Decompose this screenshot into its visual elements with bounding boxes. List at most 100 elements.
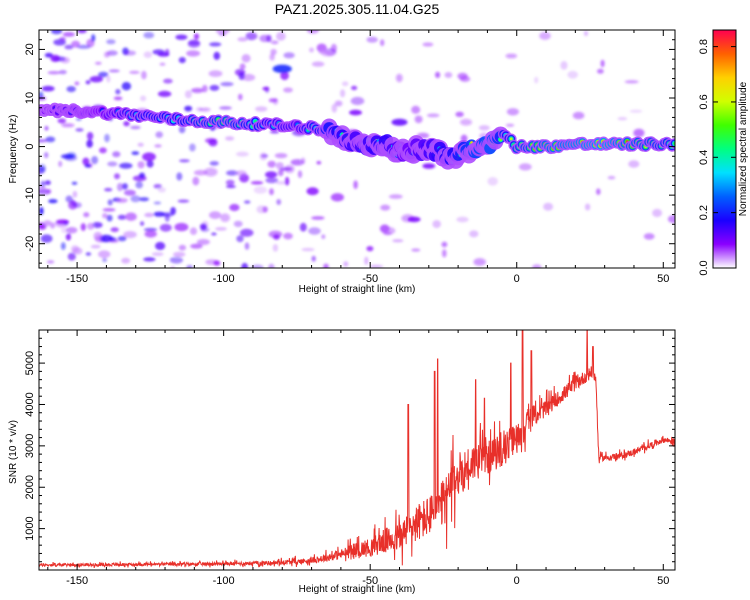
spectrogram-y-axis-label: Frequency (Hz) — [8, 115, 19, 184]
noise-blob — [174, 222, 189, 232]
noise-blob — [460, 118, 472, 126]
noise-blob — [117, 236, 127, 242]
noise-blob — [229, 203, 240, 212]
noise-blob — [600, 59, 605, 68]
noise-blob — [80, 223, 86, 231]
noise-blob — [155, 131, 163, 138]
noise-blob — [209, 211, 222, 220]
noise-blob — [311, 216, 325, 220]
noise-blob — [350, 96, 365, 106]
noise-blob — [198, 107, 211, 112]
noise-blob — [643, 233, 655, 240]
colorbar-tick-label: 0.6 — [698, 94, 710, 109]
spectrogram-x-ticks: -150 -100 -50 0 50 — [47, 30, 669, 285]
noise-blob — [86, 132, 94, 140]
noise-blob — [102, 213, 108, 219]
noise-blob — [121, 257, 131, 264]
noise-blob — [41, 85, 55, 92]
noise-blob — [64, 44, 74, 50]
noise-blob — [226, 170, 238, 176]
colorbar-tick-label: 0.4 — [698, 150, 710, 165]
noise-blob — [259, 152, 268, 161]
noise-blob — [45, 180, 51, 185]
noise-blob — [667, 214, 675, 224]
noise-blob — [86, 139, 93, 148]
noise-blob — [306, 187, 319, 196]
noise-blob — [432, 220, 442, 229]
y-tick-label: 10 — [24, 92, 36, 104]
colorbar-tick-label: 0.8 — [698, 39, 710, 54]
noise-blob — [505, 53, 518, 59]
noise-blob — [50, 54, 61, 63]
noise-blob — [268, 98, 278, 103]
noise-blob — [146, 160, 154, 168]
noise-blob — [40, 234, 53, 243]
x-tick-label: -150 — [66, 575, 88, 587]
noise-blob — [290, 159, 305, 166]
x-tick-label: 0 — [514, 575, 520, 587]
noise-blob — [177, 199, 190, 203]
figure-title: PAZ1.2025.305.11.04.G25 — [275, 1, 440, 17]
noise-blob — [170, 207, 176, 215]
noise-blob — [87, 222, 95, 230]
noise-blob — [153, 201, 162, 205]
noise-blob — [39, 164, 46, 173]
feature-blob — [422, 163, 436, 169]
noise-blob — [353, 180, 358, 189]
noise-blob — [104, 133, 110, 143]
noise-blob — [441, 241, 448, 248]
noise-blob — [297, 170, 303, 178]
noise-blob — [178, 125, 186, 134]
noise-blob — [262, 86, 270, 91]
noise-blob — [309, 47, 314, 53]
x-tick-label: -50 — [362, 273, 378, 285]
noise-blob — [90, 244, 101, 249]
noise-blob — [137, 161, 145, 169]
noise-blob — [59, 70, 67, 75]
x-tick-label: -50 — [362, 575, 378, 587]
noise-blob — [331, 103, 338, 113]
feature-blob — [391, 118, 408, 126]
noise-blob — [253, 186, 268, 194]
colorbar-frame — [712, 29, 737, 269]
noise-blob — [59, 37, 66, 41]
noise-blob — [596, 188, 601, 195]
noise-blob — [457, 72, 468, 80]
colorbar: 0.0 0.2 0.4 0.6 0.8 Normalized spectral ampl… — [698, 29, 749, 276]
colorbar-tick-label: 0.0 — [698, 260, 710, 275]
noise-blob — [233, 220, 243, 228]
noise-blob — [65, 233, 71, 241]
snr-y-ticks: 1000 2000 3000 4000 5000 — [24, 337, 675, 563]
noise-blob — [140, 221, 145, 227]
noise-blob — [107, 199, 113, 206]
noise-blob — [117, 214, 127, 220]
noise-blob — [104, 51, 110, 58]
noise-blob — [607, 175, 616, 180]
noise-blob — [341, 81, 349, 87]
noise-blob — [209, 161, 219, 166]
colorbar-label: Normalized spectral amplitude — [738, 81, 749, 216]
noise-blob — [219, 106, 232, 110]
noise-blob — [280, 167, 293, 171]
noise-blob — [164, 213, 170, 222]
noise-blob — [89, 76, 103, 83]
noise-blob — [583, 30, 589, 36]
noise-blob — [267, 160, 277, 168]
noise-blob — [66, 227, 78, 234]
noise-blob — [57, 118, 67, 124]
noise-blob — [543, 202, 554, 211]
noise-blob — [478, 125, 490, 131]
noise-blob — [215, 30, 230, 35]
noise-blob — [239, 228, 254, 237]
noise-blob — [505, 123, 515, 127]
noise-blob — [572, 111, 585, 120]
noise-blob — [213, 51, 221, 61]
noise-blob — [617, 117, 628, 121]
noise-blob — [283, 52, 295, 59]
noise-blob — [82, 157, 90, 166]
noise-blob — [299, 222, 307, 232]
colorbar-ticks: 0.0 0.2 0.4 0.6 0.8 — [698, 39, 736, 276]
noise-blob — [186, 50, 201, 57]
spectrogram-y-ticks: -20 -10 0 10 20 — [24, 29, 675, 264]
noise-blob — [178, 57, 186, 64]
